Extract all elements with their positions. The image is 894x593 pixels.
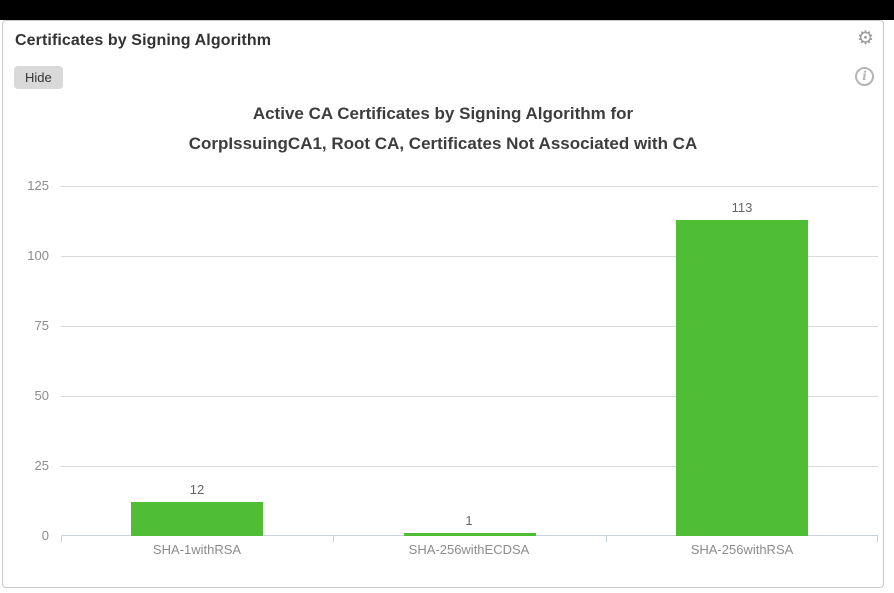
chart-title: Active CA Certificates by Signing Algori… — [3, 99, 883, 159]
y-axis-tick-label: 100 — [27, 248, 49, 263]
info-icon[interactable]: i — [855, 67, 874, 86]
bar-value-label: 12 — [189, 482, 205, 497]
bar-value-label: 1 — [465, 513, 473, 528]
hide-button[interactable]: Hide — [14, 66, 63, 89]
bar-SHA-256withRSA[interactable] — [676, 220, 808, 536]
y-axis-tick-label: 75 — [34, 318, 49, 333]
gridline — [61, 256, 878, 257]
panel-title: Certificates by Signing Algorithm — [15, 32, 272, 49]
bar-SHA-1withRSA[interactable] — [131, 502, 263, 536]
x-axis-tick — [61, 536, 62, 542]
gridline — [61, 186, 878, 187]
bar-value-label: 113 — [731, 200, 753, 215]
y-axis-labels: 0 25 50 75 100 125 — [3, 178, 49, 543]
window-top-bar — [0, 0, 894, 20]
y-axis-tick-label: 50 — [34, 388, 49, 403]
x-axis-category-label: SHA-1withRSA — [152, 542, 242, 557]
x-axis-tick — [333, 536, 334, 542]
settings-gear-icon[interactable]: ⚙ — [856, 28, 874, 49]
gridline — [61, 396, 878, 397]
bar-chart-plot-area: 12 1 113 — [61, 186, 878, 542]
gridline — [61, 326, 878, 327]
y-axis-tick-label: 25 — [34, 458, 49, 473]
widget-panel: Certificates by Signing Algorithm ⚙ Hide… — [2, 20, 884, 588]
x-axis-tick — [877, 536, 878, 542]
gridline — [61, 466, 878, 467]
x-axis-category-label: SHA-256withRSA — [690, 542, 794, 557]
x-axis-tick — [606, 536, 607, 542]
y-axis-tick-label: 0 — [41, 528, 49, 543]
chart-title-line2: CorpIssuingCA1, Root CA, Certificates No… — [188, 134, 698, 153]
x-axis-category-label: SHA-256withECDSA — [408, 542, 530, 557]
x-axis-labels: SHA-1withRSA SHA-256withECDSA SHA-256withR… — [61, 542, 878, 558]
bar-SHA-256withECDSA[interactable] — [404, 533, 536, 536]
chart-title-line1: Active CA Certificates by Signing Algori… — [252, 104, 634, 123]
y-axis-tick-label: 125 — [27, 178, 49, 193]
